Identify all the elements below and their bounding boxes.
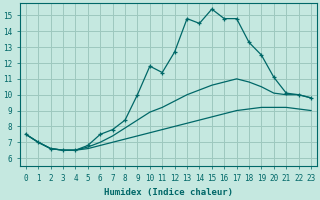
X-axis label: Humidex (Indice chaleur): Humidex (Indice chaleur) bbox=[104, 188, 233, 197]
